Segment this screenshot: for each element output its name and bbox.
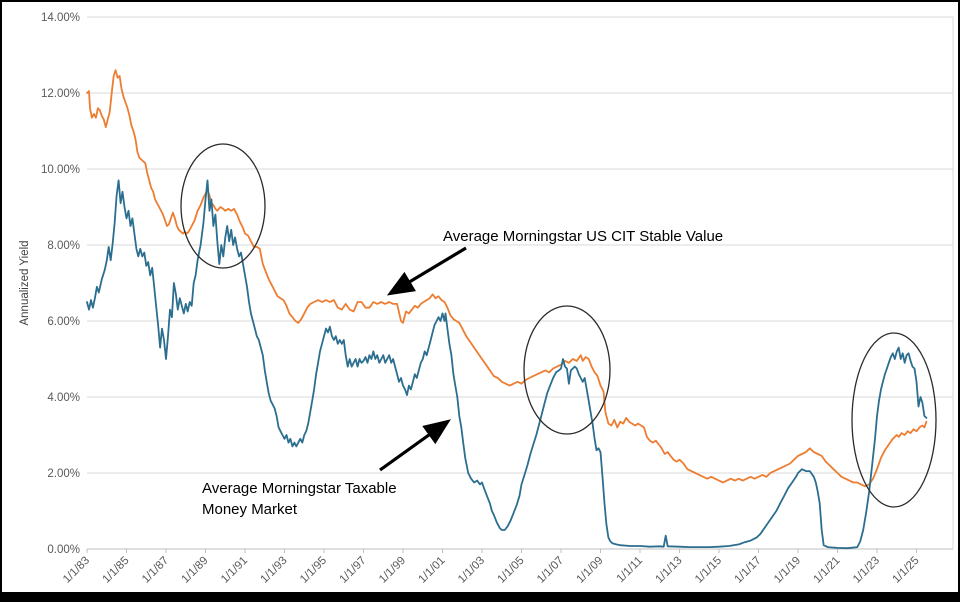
y-axis-title: Annualized Yield	[19, 240, 31, 325]
y-tick-label: 12.00%	[41, 88, 80, 100]
y-tick-label: 14.00%	[41, 12, 80, 24]
emphasis-ellipse	[523, 305, 611, 435]
y-tick-label: 0.00%	[47, 544, 80, 556]
callout-arrow	[379, 419, 451, 472]
series-line-money_market	[86, 179, 928, 550]
chart-background	[2, 2, 958, 592]
series-line-stable_value	[86, 69, 928, 488]
y-tick-label: 2.00%	[47, 468, 80, 480]
money-market-callout-label-line1: Average Morningstar Taxable	[202, 480, 397, 497]
y-tick-label: 10.00%	[41, 164, 80, 176]
callout-arrow	[386, 246, 467, 296]
emphasis-ellipse	[851, 332, 937, 508]
y-tick-label: 6.00%	[47, 316, 80, 328]
stable-value-callout-label: Average Morningstar US CIT Stable Value	[443, 228, 723, 245]
money-market-callout-label-line2: Money Market	[202, 501, 298, 518]
y-tick-label: 4.00%	[47, 392, 80, 404]
emphasis-ellipse	[180, 143, 266, 269]
y-tick-label: 8.00%	[47, 240, 80, 252]
